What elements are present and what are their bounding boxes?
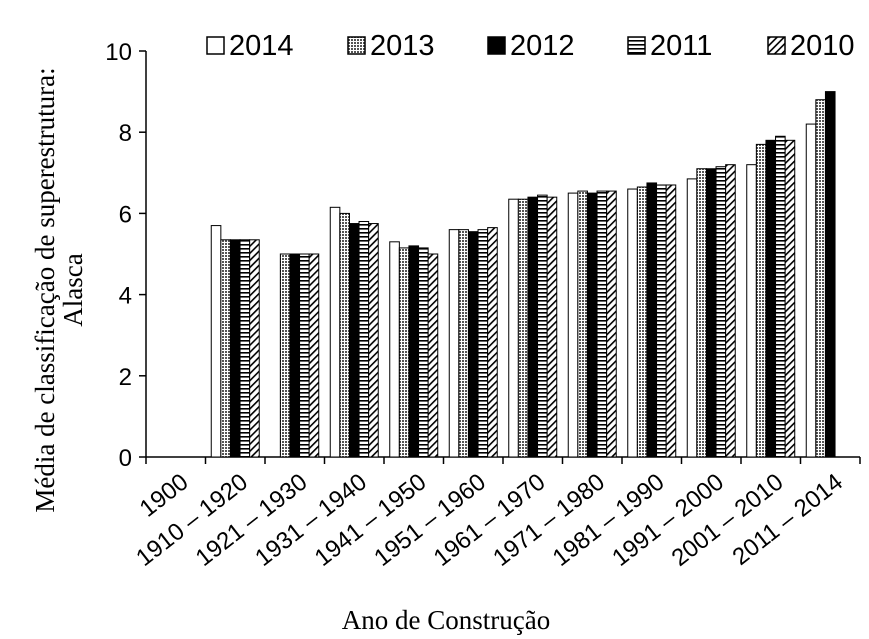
bar xyxy=(815,99,826,458)
bar xyxy=(279,253,291,458)
bar xyxy=(239,239,251,458)
bar xyxy=(546,196,558,458)
bar xyxy=(308,253,320,458)
bar xyxy=(210,225,222,458)
bar xyxy=(755,143,767,458)
bar xyxy=(427,253,439,458)
bar xyxy=(408,245,420,458)
y-tick-label: 8 xyxy=(119,120,132,147)
bar xyxy=(725,164,736,458)
legend-label: 2014 xyxy=(229,30,294,62)
y-axis-title-line: Alasca xyxy=(58,253,88,326)
y-ticks: 0 2 4 6 8 10 xyxy=(105,39,146,472)
legend: 2014 2013 2012 2011 2010 xyxy=(206,30,855,62)
legend-label: 2013 xyxy=(370,30,435,62)
bar xyxy=(458,229,469,458)
bar xyxy=(477,229,489,458)
bar xyxy=(824,91,836,458)
bar xyxy=(765,139,777,458)
bar xyxy=(358,221,370,458)
bar xyxy=(705,168,717,458)
bar xyxy=(715,166,727,458)
bar xyxy=(586,192,598,458)
legend-label: 2012 xyxy=(510,30,575,62)
bar xyxy=(249,239,260,458)
legend-swatch xyxy=(206,36,225,55)
y-tick-label: 6 xyxy=(119,201,132,228)
bar xyxy=(567,192,579,458)
bar xyxy=(389,241,400,458)
bar xyxy=(577,190,588,458)
bar xyxy=(348,223,360,458)
bar xyxy=(606,190,617,458)
bar xyxy=(339,212,350,458)
bar xyxy=(746,164,757,458)
bar xyxy=(467,231,479,458)
legend-swatch xyxy=(487,36,506,55)
bar xyxy=(805,123,817,458)
bar xyxy=(508,198,519,458)
y-tick-label: 10 xyxy=(105,39,132,66)
bar xyxy=(289,253,301,458)
y-tick-label: 2 xyxy=(119,364,132,391)
bar xyxy=(696,168,707,458)
bar xyxy=(517,198,529,458)
bar xyxy=(784,139,796,458)
bar xyxy=(368,223,379,458)
bar xyxy=(646,182,658,458)
bar xyxy=(220,239,231,458)
bars xyxy=(210,91,836,458)
bar xyxy=(229,239,241,458)
legend-label: 2010 xyxy=(790,30,855,62)
y-tick-label: 0 xyxy=(119,445,132,472)
bar xyxy=(418,247,429,458)
bar xyxy=(636,186,648,458)
legend-label: 2011 xyxy=(650,30,712,62)
bar xyxy=(329,206,341,458)
bar xyxy=(686,178,698,458)
bar xyxy=(537,194,548,458)
bar xyxy=(527,196,539,458)
y-axis-title-line: Média de classificação de superestrutura… xyxy=(30,67,60,512)
x-axis-title: Ano de Construção xyxy=(342,605,550,635)
y-tick-label: 4 xyxy=(119,283,132,310)
bar xyxy=(398,247,410,458)
bar xyxy=(775,135,786,458)
bar xyxy=(448,229,460,458)
legend-swatch xyxy=(767,36,786,55)
bar xyxy=(596,190,608,458)
bar xyxy=(665,184,677,458)
bar xyxy=(487,227,498,458)
legend-swatch xyxy=(347,36,366,55)
legend-swatch xyxy=(627,36,646,55)
y-axis-title: Média de classificação de superestrutura… xyxy=(30,67,88,512)
bar xyxy=(656,184,667,458)
bar xyxy=(627,188,638,458)
bar xyxy=(299,253,310,458)
